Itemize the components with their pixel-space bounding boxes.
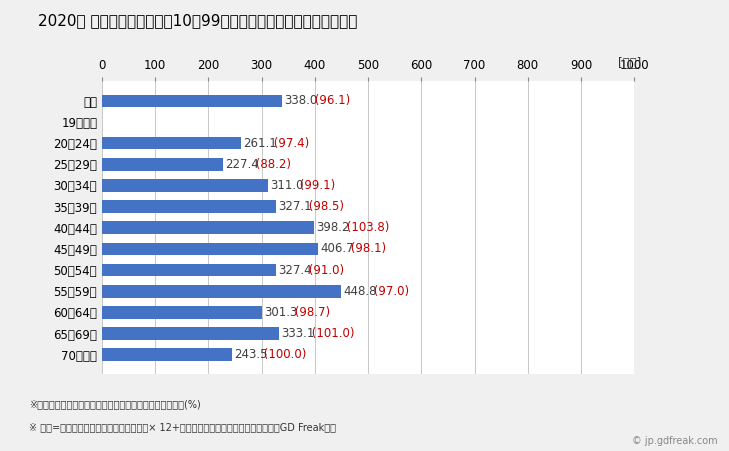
Text: ※（）内は域内の同業種・同年齢層の平均所得に対する比(%): ※（）内は域内の同業種・同年齢層の平均所得に対する比(%) bbox=[29, 399, 201, 409]
Text: 448.8: 448.8 bbox=[343, 285, 376, 298]
Text: (88.2): (88.2) bbox=[252, 158, 291, 171]
Text: (98.1): (98.1) bbox=[347, 242, 386, 255]
Text: (98.5): (98.5) bbox=[305, 200, 344, 213]
Text: 243.5: 243.5 bbox=[234, 348, 268, 361]
Text: (97.0): (97.0) bbox=[370, 285, 409, 298]
Text: 406.7: 406.7 bbox=[321, 242, 354, 255]
Text: (101.0): (101.0) bbox=[308, 327, 354, 340]
Text: 301.3: 301.3 bbox=[265, 306, 298, 319]
Text: (99.1): (99.1) bbox=[296, 179, 335, 192]
Bar bbox=[102, 179, 268, 192]
Text: (96.1): (96.1) bbox=[311, 94, 350, 107]
Text: [万円]: [万円] bbox=[618, 57, 642, 70]
Text: 398.2: 398.2 bbox=[316, 221, 350, 234]
Text: (98.7): (98.7) bbox=[291, 306, 330, 319]
Bar bbox=[102, 243, 319, 255]
Text: (100.0): (100.0) bbox=[260, 348, 307, 361]
Bar bbox=[102, 285, 341, 298]
Bar bbox=[102, 158, 223, 170]
Text: 333.1: 333.1 bbox=[281, 327, 315, 340]
Text: (103.8): (103.8) bbox=[343, 221, 389, 234]
Text: 327.4: 327.4 bbox=[278, 263, 312, 276]
Text: 2020年 民間企業（従業者数10〜99人）フルタイム労働者の平均年収: 2020年 民間企業（従業者数10〜99人）フルタイム労働者の平均年収 bbox=[38, 14, 358, 28]
Text: 311.0: 311.0 bbox=[270, 179, 303, 192]
Bar bbox=[102, 264, 276, 276]
Text: 227.4: 227.4 bbox=[225, 158, 259, 171]
Bar bbox=[102, 327, 279, 340]
Text: © jp.gdfreak.com: © jp.gdfreak.com bbox=[633, 437, 718, 446]
Text: (97.4): (97.4) bbox=[270, 137, 309, 150]
Bar bbox=[102, 221, 314, 234]
Bar bbox=[102, 200, 276, 213]
Text: 327.1: 327.1 bbox=[278, 200, 312, 213]
Bar bbox=[102, 348, 232, 361]
Bar bbox=[102, 137, 241, 149]
Text: (91.0): (91.0) bbox=[305, 263, 344, 276]
Bar bbox=[102, 306, 262, 319]
Text: ※ 年収=「きまって支給する現金給与額」× 12+「年間賞与その他特別給与額」としてGD Freak推計: ※ 年収=「きまって支給する現金給与額」× 12+「年間賞与その他特別給与額」と… bbox=[29, 422, 336, 432]
Bar bbox=[102, 95, 282, 107]
Text: 261.1: 261.1 bbox=[243, 137, 277, 150]
Text: 338.0: 338.0 bbox=[284, 94, 317, 107]
